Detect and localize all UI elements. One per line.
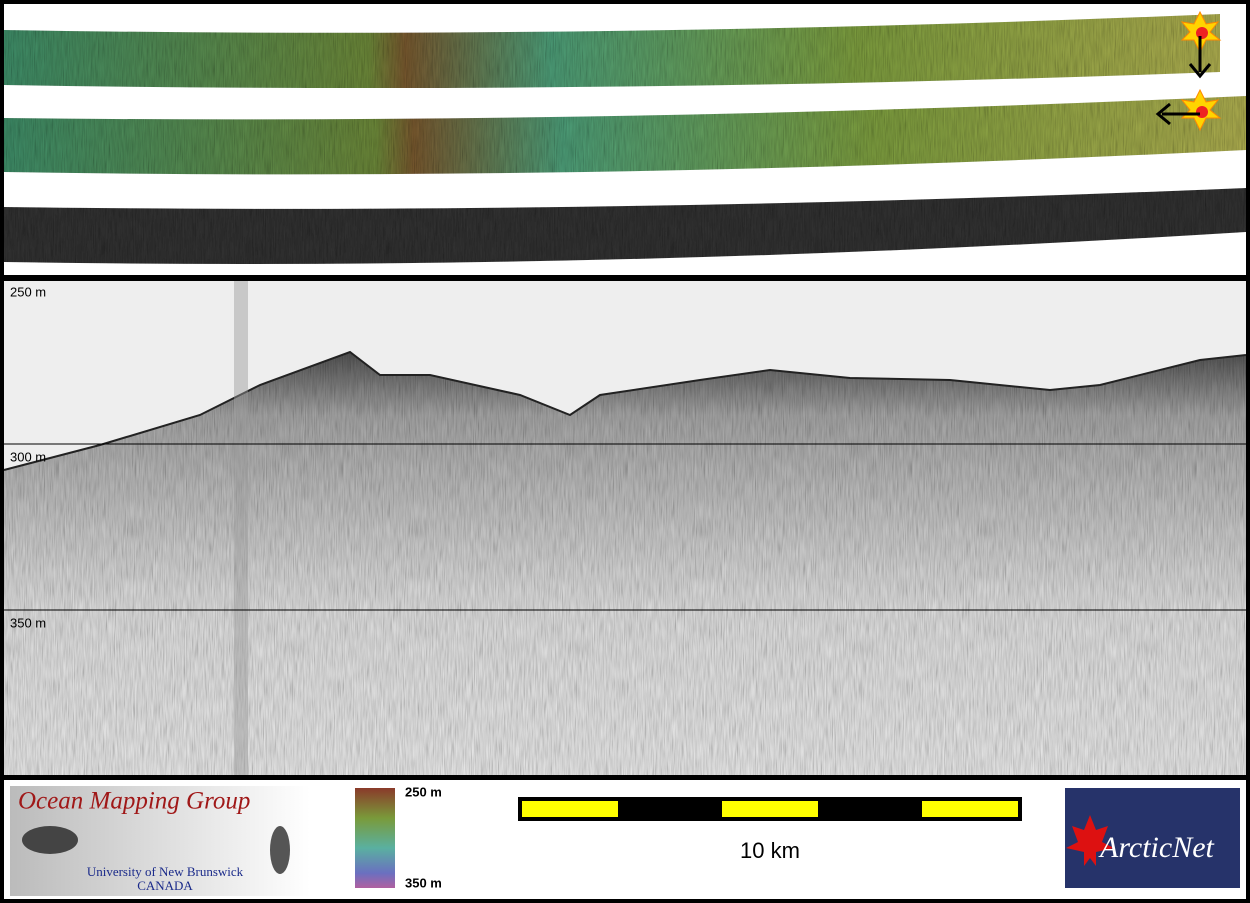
scale-label: 10 km [740,838,800,863]
country: CANADA [137,878,193,893]
logo-vehicle [22,826,78,854]
colorbar [355,788,395,888]
partner-name: ArcticNet [1098,831,1215,864]
university: University of New Brunswick [87,864,244,879]
colorbar-label: 250 m [405,784,442,799]
colorbar-label: 350 m [405,875,442,890]
logo-vehicle [270,826,290,874]
depth-label: 300 m [10,449,46,464]
group-name: Ocean Mapping Group [18,788,250,815]
scale-bar [518,797,1022,821]
sediment-fill [4,352,1246,775]
depth-label: 250 m [10,284,46,299]
backscatter-colored-swath [4,96,1246,175]
shaded-swath [4,14,1220,89]
depth-label: 350 m [10,615,46,630]
maple-leaf [1066,815,1114,866]
seafloor-reflector [3,350,1247,471]
direction-markers [1155,10,1222,132]
noise-stripe [234,281,248,775]
backscatter-swath [4,188,1246,264]
